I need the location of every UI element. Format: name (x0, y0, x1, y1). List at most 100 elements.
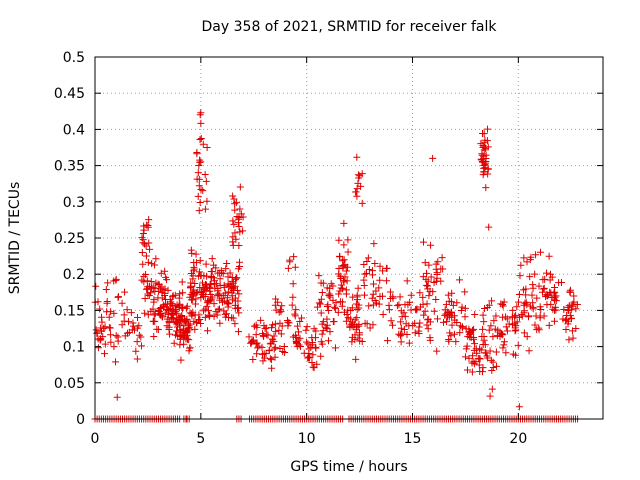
data-point (354, 284, 362, 292)
data-point (175, 294, 183, 302)
data-point (352, 355, 360, 363)
data-point (150, 296, 158, 304)
data-point (315, 299, 323, 307)
data-point (284, 322, 292, 330)
data-point (142, 252, 150, 260)
data-point (342, 317, 350, 325)
data-point (271, 320, 279, 328)
data-point (416, 303, 424, 311)
data-point (353, 185, 361, 193)
data-point (426, 336, 434, 344)
data-point (257, 316, 265, 324)
data-point (323, 321, 331, 329)
data-point (425, 292, 433, 300)
data-point (403, 277, 411, 285)
data-point (317, 352, 325, 360)
data-point (379, 311, 387, 319)
data-point (208, 268, 216, 276)
data-point (204, 327, 212, 335)
data-point (416, 319, 424, 327)
data-point (480, 162, 488, 170)
data-point (569, 334, 577, 342)
data-point (400, 326, 408, 334)
data-point (170, 339, 178, 347)
data-point (432, 260, 440, 268)
data-point (267, 324, 275, 332)
data-point (230, 220, 238, 228)
data-point (114, 337, 122, 345)
data-point (396, 332, 404, 340)
data-point (219, 298, 227, 306)
data-point (481, 163, 489, 171)
data-point (220, 292, 228, 300)
data-point (452, 338, 460, 346)
data-point (535, 282, 543, 290)
data-point (229, 238, 237, 246)
data-point (397, 338, 405, 346)
data-point (416, 289, 424, 297)
data-point (235, 309, 243, 317)
data-point (522, 285, 530, 293)
data-point (206, 287, 214, 295)
data-point (358, 170, 366, 178)
data-point (348, 318, 356, 326)
data-point (255, 342, 263, 350)
data-point (258, 350, 266, 358)
data-point (236, 205, 244, 213)
data-point (147, 307, 155, 315)
data-point (353, 192, 361, 200)
data-point (547, 300, 555, 308)
data-point (354, 171, 362, 179)
data-point (315, 272, 323, 280)
data-point (402, 320, 410, 328)
data-point (488, 367, 496, 375)
data-point (195, 207, 203, 215)
data-point (223, 259, 231, 267)
data-point (105, 313, 113, 321)
data-point (265, 346, 273, 354)
data-point (154, 280, 162, 288)
data-point (224, 288, 232, 296)
data-point (325, 337, 333, 345)
data-point (143, 221, 151, 229)
data-point (194, 169, 202, 177)
data-point (98, 313, 106, 321)
data-point (508, 321, 516, 329)
data-point (187, 296, 195, 304)
data-point (482, 184, 490, 192)
data-point (195, 161, 203, 169)
data-point (557, 278, 565, 286)
data-point (230, 284, 238, 292)
data-point (179, 303, 187, 311)
data-point (560, 305, 568, 313)
data-point (570, 298, 578, 306)
data-point (164, 286, 172, 294)
data-point (489, 333, 497, 341)
data-point (340, 278, 348, 286)
data-point (338, 302, 346, 310)
data-point (552, 306, 560, 314)
data-point (214, 306, 222, 314)
data-point (229, 279, 237, 287)
data-point (429, 154, 437, 162)
data-point (355, 304, 363, 312)
data-point (483, 304, 491, 312)
data-point (543, 269, 551, 277)
data-point (190, 317, 198, 325)
data-point (363, 320, 371, 328)
x-tick-label: 10 (298, 431, 316, 447)
data-point (154, 306, 162, 314)
data-point (276, 319, 284, 327)
data-point (468, 368, 476, 376)
data-point (146, 245, 154, 253)
data-point (375, 300, 383, 308)
data-point (92, 326, 100, 334)
data-point (353, 153, 361, 161)
data-point (477, 346, 485, 354)
data-point (443, 318, 451, 326)
data-point (203, 144, 211, 152)
data-point (344, 263, 352, 271)
data-point (245, 333, 253, 341)
data-point (466, 333, 474, 341)
data-point (343, 277, 351, 285)
